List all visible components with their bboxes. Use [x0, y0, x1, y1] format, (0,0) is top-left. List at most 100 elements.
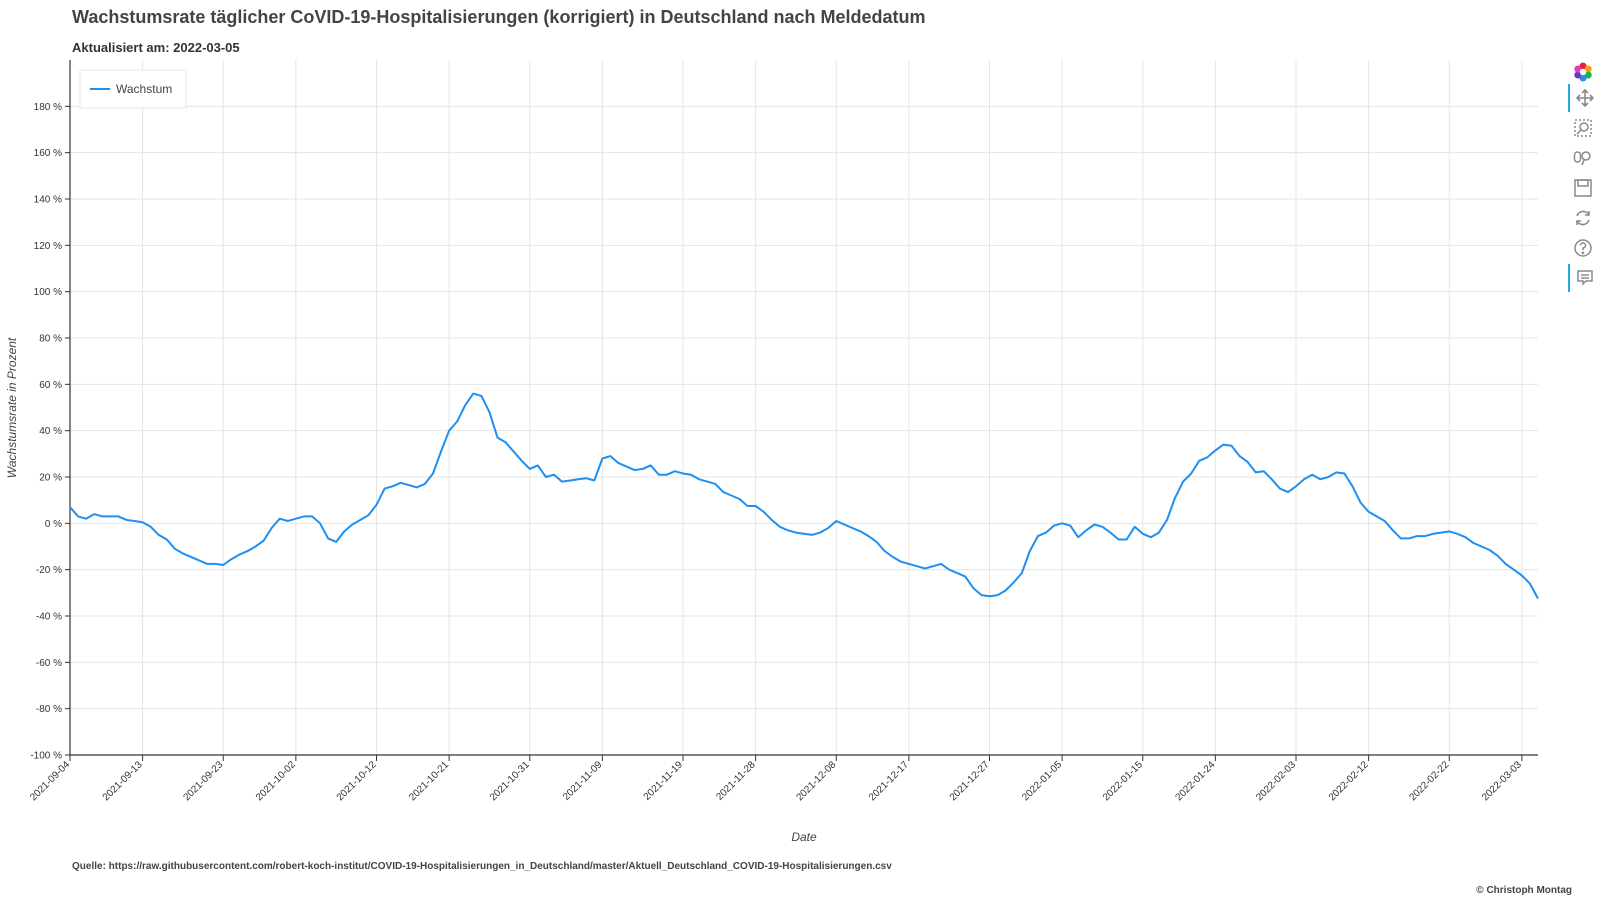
data-point[interactable]	[140, 520, 145, 525]
data-point[interactable]	[584, 476, 589, 481]
data-point[interactable]	[1253, 470, 1258, 475]
data-point[interactable]	[1043, 530, 1048, 535]
data-point[interactable]	[503, 440, 508, 445]
data-point[interactable]	[922, 566, 927, 571]
data-point[interactable]	[1406, 536, 1411, 541]
line-chart[interactable]: -100 % -80 % -60 % -40 % -20 % 0 % 20 % 40 % 60 …	[0, 0, 1568, 860]
data-point[interactable]	[188, 554, 193, 559]
data-point[interactable]	[1124, 537, 1129, 542]
data-point[interactable]	[471, 391, 476, 396]
data-point[interactable]	[301, 514, 306, 519]
data-point[interactable]	[995, 593, 1000, 598]
data-point[interactable]	[414, 485, 419, 490]
data-point[interactable]	[261, 538, 266, 543]
data-point[interactable]	[1390, 528, 1395, 533]
data-point[interactable]	[947, 567, 952, 572]
data-point[interactable]	[898, 559, 903, 564]
data-point[interactable]	[793, 530, 798, 535]
data-point[interactable]	[632, 468, 637, 473]
data-point[interactable]	[1463, 535, 1468, 540]
data-point[interactable]	[1374, 514, 1379, 519]
data-point[interactable]	[1261, 469, 1266, 474]
data-point[interactable]	[1116, 537, 1121, 542]
data-point[interactable]	[713, 481, 718, 486]
data-point[interactable]	[1415, 534, 1420, 539]
data-point[interactable]	[656, 472, 661, 477]
data-point[interactable]	[914, 564, 919, 569]
data-point[interactable]	[785, 528, 790, 533]
plot-area[interactable]	[70, 60, 1538, 755]
wheel-zoom-tool-icon[interactable]	[1568, 144, 1598, 172]
data-point[interactable]	[1294, 484, 1299, 489]
data-point[interactable]	[1269, 477, 1274, 482]
data-point[interactable]	[576, 477, 581, 482]
data-point[interactable]	[463, 403, 468, 408]
data-point[interactable]	[551, 472, 556, 477]
data-point[interactable]	[197, 558, 202, 563]
data-point[interactable]	[1173, 495, 1178, 500]
data-point[interactable]	[560, 479, 565, 484]
data-point[interactable]	[1487, 547, 1492, 552]
data-point[interactable]	[963, 574, 968, 579]
data-point[interactable]	[882, 549, 887, 554]
data-point[interactable]	[519, 458, 524, 463]
data-point[interactable]	[293, 516, 298, 521]
data-point[interactable]	[1398, 536, 1403, 541]
data-point[interactable]	[737, 497, 742, 502]
data-point[interactable]	[1310, 472, 1315, 477]
data-point[interactable]	[979, 593, 984, 598]
data-point[interactable]	[1511, 567, 1516, 572]
data-point[interactable]	[1382, 519, 1387, 524]
data-point[interactable]	[672, 469, 677, 474]
data-point[interactable]	[422, 481, 427, 486]
pan-tool-icon[interactable]	[1568, 84, 1600, 112]
save-tool-icon[interactable]	[1568, 174, 1598, 202]
series-line-wachstum[interactable]	[69, 392, 1539, 600]
data-point[interactable]	[398, 480, 403, 485]
data-point[interactable]	[1189, 471, 1194, 476]
data-point[interactable]	[850, 525, 855, 530]
data-point[interactable]	[245, 549, 250, 554]
data-point[interactable]	[1318, 477, 1323, 482]
data-point[interactable]	[1181, 479, 1186, 484]
data-point[interactable]	[834, 519, 839, 524]
data-point[interactable]	[624, 464, 629, 469]
bokeh-logo-icon[interactable]	[1568, 58, 1598, 86]
data-point[interactable]	[1245, 459, 1250, 464]
data-point[interactable]	[430, 471, 435, 476]
data-point[interactable]	[180, 551, 185, 556]
data-point[interactable]	[745, 503, 750, 508]
data-point[interactable]	[592, 478, 597, 483]
data-point[interactable]	[390, 484, 395, 489]
data-point[interactable]	[866, 534, 871, 539]
data-point[interactable]	[810, 532, 815, 537]
data-point[interactable]	[1536, 596, 1541, 601]
data-point[interactable]	[76, 514, 81, 519]
data-point[interactable]	[229, 557, 234, 562]
data-point[interactable]	[535, 463, 540, 468]
data-point[interactable]	[342, 529, 347, 534]
data-point[interactable]	[358, 517, 363, 522]
data-point[interactable]	[689, 472, 694, 477]
data-point[interactable]	[600, 456, 605, 461]
data-point[interactable]	[1277, 486, 1282, 491]
data-point[interactable]	[148, 524, 153, 529]
data-point[interactable]	[366, 513, 371, 518]
data-point[interactable]	[1019, 571, 1024, 576]
data-point[interactable]	[1011, 580, 1016, 585]
data-point[interactable]	[511, 449, 516, 454]
data-point[interactable]	[374, 502, 379, 507]
data-point[interactable]	[842, 522, 847, 527]
data-point[interactable]	[1205, 455, 1210, 460]
data-point[interactable]	[1350, 484, 1355, 489]
data-point[interactable]	[1471, 541, 1476, 546]
data-point[interactable]	[1076, 535, 1081, 540]
data-point[interactable]	[277, 516, 282, 521]
data-point[interactable]	[1060, 521, 1065, 526]
data-point[interactable]	[1035, 534, 1040, 539]
data-point[interactable]	[761, 509, 766, 514]
data-point[interactable]	[1326, 475, 1331, 480]
data-point[interactable]	[858, 529, 863, 534]
data-point[interactable]	[906, 561, 911, 566]
data-point[interactable]	[1237, 454, 1242, 459]
